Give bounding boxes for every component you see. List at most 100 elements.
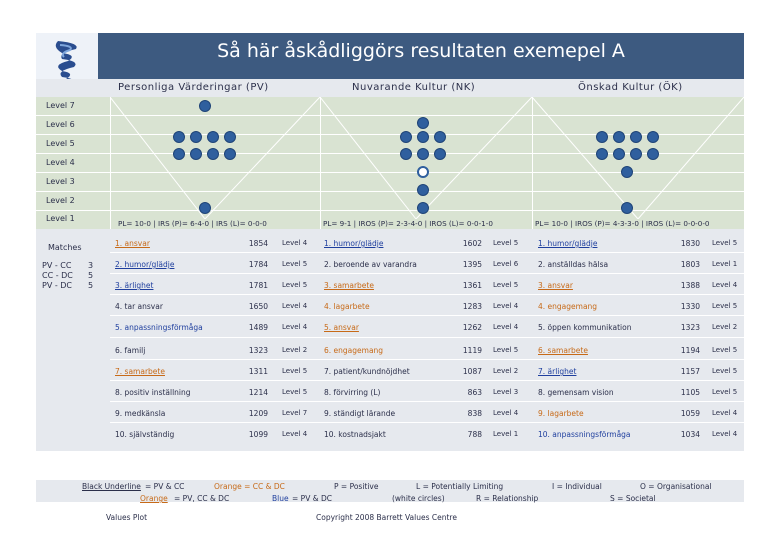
value-score: 1194 xyxy=(680,346,700,355)
value-dot xyxy=(613,148,625,160)
value-score: 1388 xyxy=(680,281,700,290)
legend-bar xyxy=(36,480,744,502)
value-score: 1489 xyxy=(248,323,268,332)
value-dot xyxy=(630,131,642,143)
value-score: 1157 xyxy=(680,367,700,376)
value-name: 8. förvirring (L) xyxy=(324,388,381,397)
value-name: 10. anpassningsförmåga xyxy=(538,430,631,439)
value-name: 9. medkänsla xyxy=(115,409,166,418)
value-dot xyxy=(647,131,659,143)
value-name: 7. ärlighet xyxy=(538,367,577,376)
value-dot xyxy=(417,202,429,214)
value-level: Level 6 xyxy=(493,260,519,268)
value-name: 2. humor/glädje xyxy=(115,260,175,269)
value-dot xyxy=(417,148,429,160)
value-name: 10. självständig xyxy=(115,430,175,439)
value-level: Level 5 xyxy=(282,388,308,396)
row-divider xyxy=(110,252,744,253)
value-name: 1. ansvar xyxy=(115,239,150,248)
value-dot xyxy=(647,148,659,160)
value-score: 1087 xyxy=(462,367,482,376)
value-name: 9. lagarbete xyxy=(538,409,584,418)
row-divider xyxy=(110,422,744,423)
column-header-nk: Nuvarande Kultur (NK) xyxy=(352,82,476,93)
value-dot xyxy=(434,131,446,143)
value-name: 6. engagemang xyxy=(324,346,384,355)
value-level: Level 2 xyxy=(712,323,738,331)
value-score: 1854 xyxy=(248,239,268,248)
value-name: 2. anställdas hälsa xyxy=(538,260,609,269)
value-dot xyxy=(434,148,446,160)
value-dot xyxy=(417,184,429,196)
value-name: 9. ständigt lärande xyxy=(324,409,396,418)
value-level: Level 5 xyxy=(282,260,308,268)
value-level: Level 5 xyxy=(282,367,308,375)
value-score: 1781 xyxy=(248,281,268,290)
value-level: Level 4 xyxy=(282,323,308,331)
value-score: 788 xyxy=(467,430,482,439)
legend-orange-underline-text: = PV, CC & DC xyxy=(174,494,230,503)
column-header-bar xyxy=(36,79,744,97)
value-dot xyxy=(190,131,202,143)
value-level: Level 4 xyxy=(493,323,519,331)
grid-line xyxy=(36,172,744,173)
value-name: 1. humor/glädje xyxy=(324,239,384,248)
value-dot xyxy=(224,131,236,143)
value-name: 6. familj xyxy=(115,346,146,355)
value-dot xyxy=(417,117,429,129)
matches-label: Matches xyxy=(48,243,82,252)
grid-line xyxy=(36,210,744,211)
title-banner xyxy=(36,33,744,79)
value-name: 10. kostnadsjakt xyxy=(324,430,386,439)
level-label-5: Level 5 xyxy=(46,139,75,148)
match-row-count: 5 xyxy=(88,271,94,280)
legend-white-circles: (white circles) xyxy=(392,494,445,503)
summary-ok: PL= 10-0 | IROS (P)= 4-3-3-0 | IROS (L)=… xyxy=(535,219,710,228)
value-level: Level 4 xyxy=(712,409,738,417)
legend-black-underline: Black Underline xyxy=(82,482,141,491)
row-divider xyxy=(110,359,744,360)
legend-s-societal: S = Societal xyxy=(610,494,656,503)
value-name: 8. gemensam vision xyxy=(538,388,614,397)
value-score: 1099 xyxy=(248,430,268,439)
value-dot xyxy=(621,166,633,178)
legend-o-organisational: O = Organisational xyxy=(640,482,712,491)
value-score: 1361 xyxy=(462,281,482,290)
value-score: 1119 xyxy=(462,346,482,355)
value-score: 1105 xyxy=(680,388,700,397)
value-score: 1803 xyxy=(680,260,700,269)
value-dot xyxy=(400,131,412,143)
level-label-4: Level 4 xyxy=(46,158,75,167)
footer-values-plot: Values Plot xyxy=(106,513,148,522)
value-score: 1323 xyxy=(248,346,268,355)
legend-orange-underline: Orange xyxy=(140,494,168,503)
value-name: 1. humor/glädje xyxy=(538,239,598,248)
value-dot xyxy=(199,202,211,214)
grid-line xyxy=(36,134,744,135)
value-name: 4. tar ansvar xyxy=(115,302,163,311)
value-name: 3. ansvar xyxy=(538,281,573,290)
value-dot xyxy=(190,148,202,160)
row-divider xyxy=(110,315,744,316)
value-level: Level 5 xyxy=(493,281,519,289)
diagonal-lines xyxy=(110,97,744,219)
legend-blue-text: = PV & DC xyxy=(292,494,332,503)
value-name: 3. ärlighet xyxy=(115,281,154,290)
value-name: 2. beroende av varandra xyxy=(324,260,417,269)
legend-orange-cc-dc: Orange = CC & DC xyxy=(214,482,285,491)
value-dot xyxy=(199,100,211,112)
value-dot xyxy=(596,131,608,143)
value-score: 1395 xyxy=(462,260,482,269)
value-score: 1323 xyxy=(680,323,700,332)
value-dot xyxy=(207,131,219,143)
value-score: 1311 xyxy=(248,367,268,376)
value-level: Level 7 xyxy=(282,409,308,417)
value-level: Level 5 xyxy=(712,239,738,247)
value-name: 6. samarbete xyxy=(538,346,588,355)
value-name: 4. lagarbete xyxy=(324,302,370,311)
value-level: Level 5 xyxy=(712,346,738,354)
grid-line xyxy=(36,115,744,116)
level-label-1: Level 1 xyxy=(46,214,75,223)
value-level: Level 5 xyxy=(282,281,308,289)
match-row-count: 5 xyxy=(88,281,94,290)
